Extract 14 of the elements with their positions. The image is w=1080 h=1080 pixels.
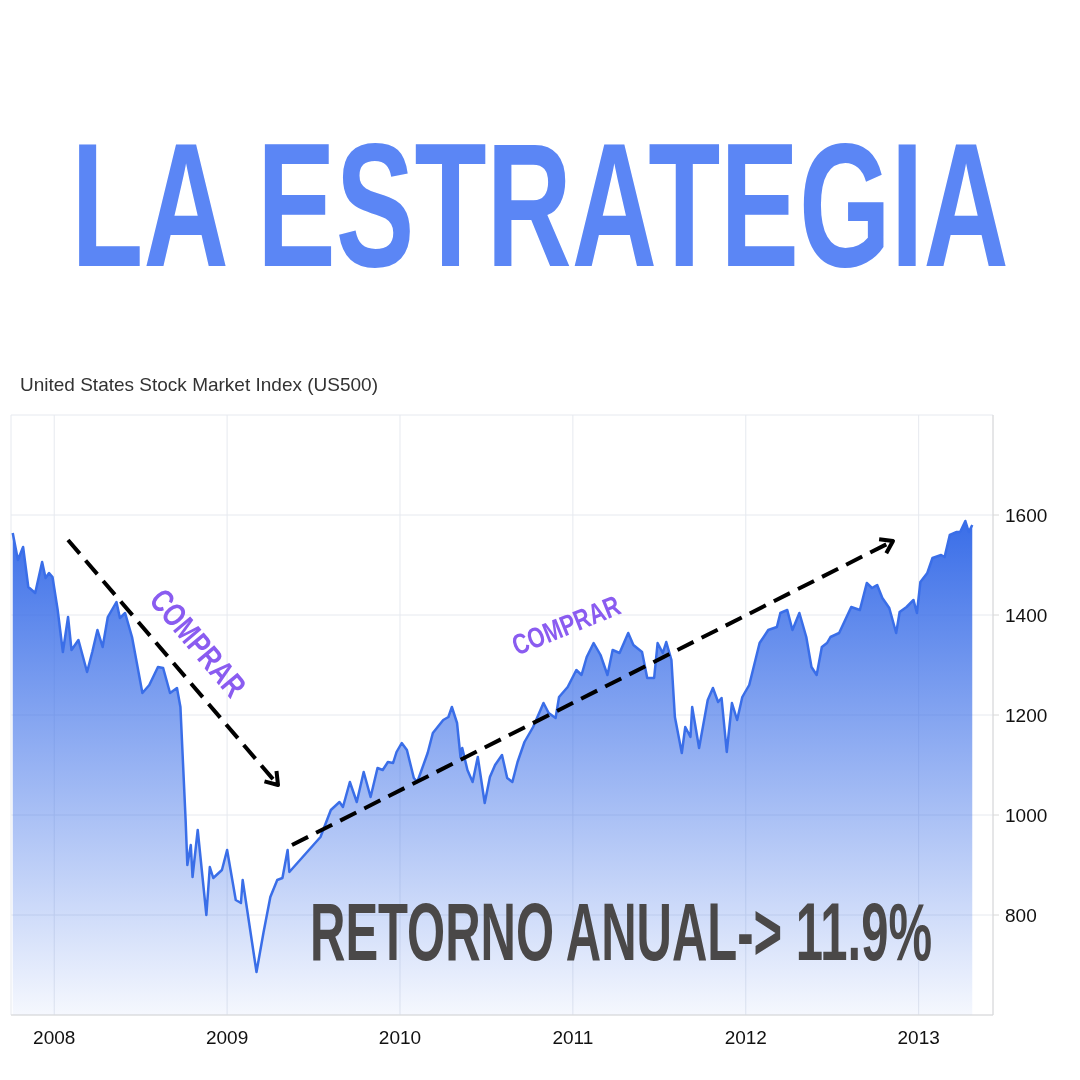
chart-subtitle: United States Stock Market Index (US500) bbox=[20, 374, 378, 396]
x-tick-label: 2011 bbox=[552, 1027, 594, 1049]
x-tick-label: 2013 bbox=[897, 1027, 940, 1049]
annotation: RETORNO ANUAL-> 11.9% bbox=[310, 886, 932, 978]
x-tick-label: 2008 bbox=[33, 1027, 76, 1049]
y-tick-label: 800 bbox=[1005, 904, 1037, 926]
x-tick-label: 2009 bbox=[205, 1027, 249, 1049]
y-tick-label: 1200 bbox=[1005, 704, 1048, 726]
x-tick-label: 2010 bbox=[378, 1027, 422, 1049]
y-tick-label: 1400 bbox=[1005, 604, 1048, 626]
chart-title: LA ESTRATEGIA bbox=[71, 105, 1009, 304]
y-tick-label: 1000 bbox=[1005, 804, 1048, 826]
x-tick-label: 2012 bbox=[724, 1027, 767, 1049]
y-tick-label: 1600 bbox=[1005, 504, 1048, 526]
